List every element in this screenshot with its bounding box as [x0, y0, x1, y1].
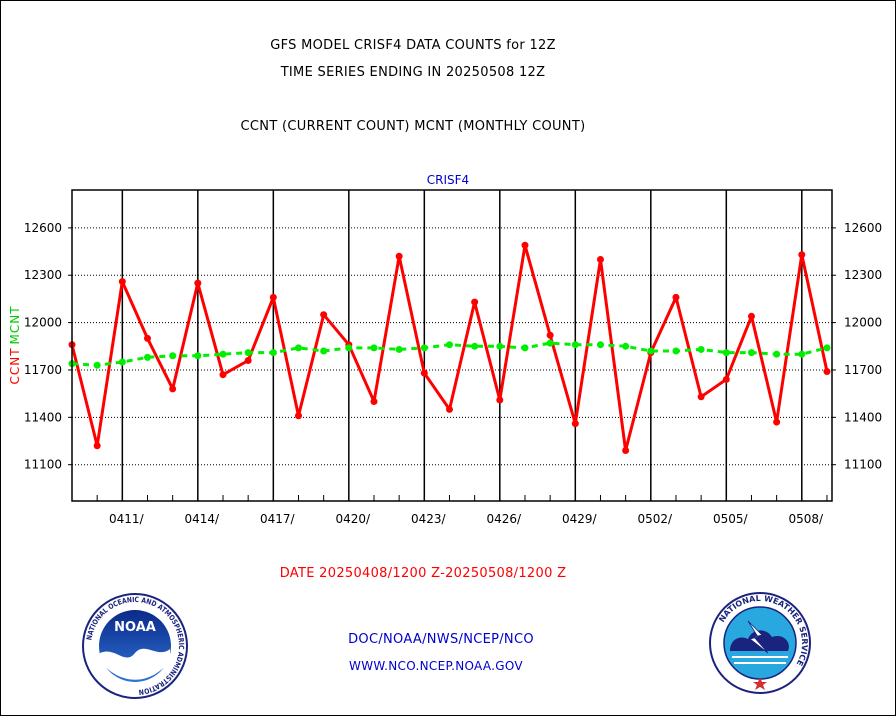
data-point-ccnt [622, 446, 630, 454]
data-point-mcnt [722, 349, 730, 357]
y-tick-label-right: 12300 [844, 268, 882, 282]
axis-layer: 11100 11100 11400 11400 11700 11700 12000 12000… [24, 189, 882, 526]
data-point-ccnt [370, 398, 378, 406]
y-tick-label-right: 11700 [844, 363, 882, 377]
data-point-mcnt [622, 342, 630, 350]
y-axis-label-mcnt: MCNT [8, 305, 22, 344]
data-point-mcnt [546, 339, 554, 347]
data-point-mcnt [395, 345, 403, 353]
x-tick-label: 0411/ [109, 512, 145, 526]
plot-frame [71, 189, 833, 502]
chart-title-line-2: TIME SERIES ENDING IN 20250508 12Z [280, 65, 546, 80]
data-point-mcnt [672, 347, 680, 355]
data-point-ccnt [722, 375, 730, 383]
data-point-ccnt [672, 293, 680, 301]
data-point-ccnt [169, 385, 177, 393]
data-point-mcnt [244, 349, 252, 357]
x-tick-label: 0417/ [260, 512, 296, 526]
y-tick-label-left: 11100 [24, 458, 62, 472]
data-point-ccnt [219, 371, 227, 379]
data-point-ccnt [320, 311, 328, 319]
data-point-ccnt [294, 412, 302, 420]
data-point-mcnt [697, 345, 705, 353]
data-point-ccnt [496, 396, 504, 404]
data-point-ccnt [395, 252, 403, 260]
data-point-ccnt [143, 334, 151, 342]
data-point-mcnt [521, 344, 529, 352]
x-tick-label: 0508/ [789, 512, 825, 526]
series-mcnt [68, 339, 831, 369]
noaa-logo: NATIONAL OCEANIC AND ATMOSPHERIC ADMINIS… [82, 593, 188, 699]
series-layer [68, 241, 831, 454]
y-axis-label-ccnt: CCNT [8, 347, 22, 384]
data-point-mcnt [420, 344, 428, 352]
data-point-mcnt [320, 347, 328, 355]
y-tick-label-left: 11700 [24, 363, 62, 377]
x-tick-label: 0420/ [336, 512, 372, 526]
y-tick-label-right: 11100 [844, 458, 882, 472]
data-point-ccnt [571, 420, 579, 428]
data-point-mcnt [471, 342, 479, 350]
credit-website-line: WWW.NCO.NCEP.NOAA.GOV [349, 659, 523, 673]
data-point-mcnt [647, 347, 655, 355]
x-tick-label: 0429/ [562, 512, 598, 526]
y-tick-label-right: 12000 [844, 316, 882, 330]
data-point-ccnt [244, 356, 252, 364]
y-tick-label-left: 12300 [24, 268, 62, 282]
data-point-ccnt [269, 293, 277, 301]
x-tick-label: 0426/ [487, 512, 523, 526]
data-point-mcnt [294, 344, 302, 352]
x-tick-label: 0502/ [638, 512, 674, 526]
credit-agency-line: DOC/NOAA/NWS/NCEP/NCO [348, 632, 534, 647]
data-point-ccnt [773, 418, 781, 426]
y-tick-label-left: 12000 [24, 316, 62, 330]
data-point-ccnt [823, 368, 831, 376]
data-point-ccnt [798, 251, 806, 259]
data-point-ccnt [445, 405, 453, 413]
date-range-label: DATE 20250408/1200 Z-20250508/1200 Z [279, 566, 567, 581]
y-tick-label-left: 11400 [24, 410, 62, 424]
data-point-mcnt [370, 344, 378, 352]
data-point-mcnt [571, 341, 579, 349]
data-point-ccnt [697, 393, 705, 401]
data-point-mcnt [823, 344, 831, 352]
data-point-ccnt [118, 278, 126, 286]
data-point-ccnt [521, 241, 529, 249]
data-point-mcnt [269, 349, 277, 357]
data-point-mcnt [118, 358, 126, 366]
data-point-ccnt [93, 442, 101, 450]
data-point-mcnt [93, 361, 101, 369]
data-point-mcnt [747, 349, 755, 357]
data-point-mcnt [596, 341, 604, 349]
noaa-logo-label: NOAA [114, 620, 156, 635]
data-point-ccnt [194, 279, 202, 287]
data-point-mcnt [345, 344, 353, 352]
nws-logo: NATIONAL WEATHER SERVICE [709, 592, 811, 694]
data-point-ccnt [747, 312, 755, 320]
data-point-mcnt [169, 352, 177, 360]
data-point-mcnt [798, 350, 806, 358]
data-point-ccnt [596, 255, 604, 263]
y-tick-label-left: 12600 [24, 221, 62, 235]
y-tick-label-right: 11400 [844, 410, 882, 424]
x-tick-label: 0414/ [185, 512, 221, 526]
chart-title-line-1: GFS MODEL CRISF4 DATA COUNTS for 12Z [270, 38, 556, 53]
data-point-mcnt [445, 341, 453, 349]
x-tick-label: 0505/ [713, 512, 749, 526]
chart-title-line-3: CCNT (CURRENT COUNT) MCNT (MONTHLY COUNT… [240, 119, 586, 134]
data-point-mcnt [194, 352, 202, 360]
data-point-mcnt [496, 342, 504, 350]
data-point-mcnt [219, 350, 227, 358]
x-tick-label: 0423/ [411, 512, 447, 526]
data-point-ccnt [471, 298, 479, 306]
y-tick-label-right: 12600 [844, 221, 882, 235]
data-point-mcnt [143, 353, 151, 361]
panel-title: CRISF4 [427, 173, 469, 187]
data-point-mcnt [773, 350, 781, 358]
data-point-ccnt [546, 331, 554, 339]
data-point-ccnt [420, 369, 428, 377]
